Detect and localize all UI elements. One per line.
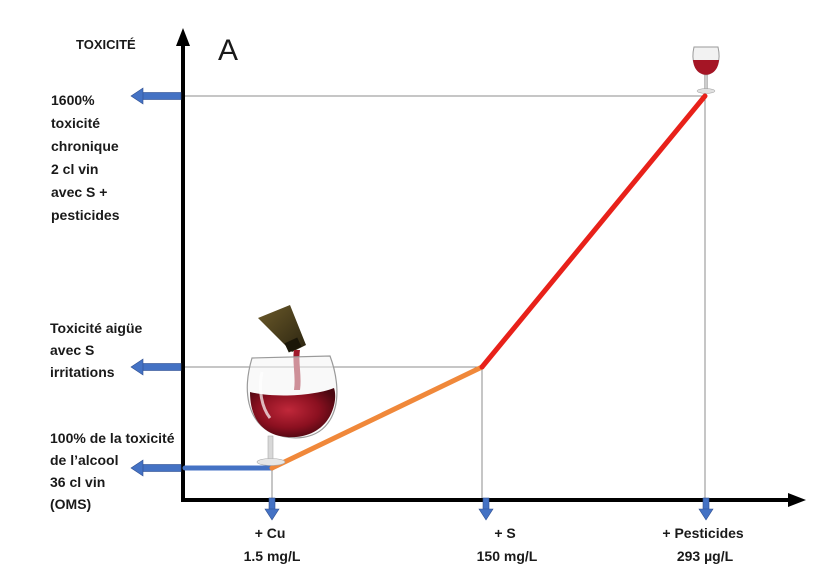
small-wine-glass-icon bbox=[692, 46, 720, 94]
axes bbox=[176, 28, 806, 507]
y-annotation-arrow bbox=[130, 87, 182, 105]
data-segment bbox=[269, 364, 485, 471]
x-tick-label-s: + S 150 mg/L bbox=[477, 525, 538, 564]
y-annotation-1600: 1600% toxicité chronique 2 cl vin avec S… bbox=[51, 92, 123, 223]
y-annotation-arrow-shaft bbox=[141, 363, 182, 371]
x-tick-arrow bbox=[264, 497, 280, 521]
y-annotation-arrow-head bbox=[130, 87, 144, 105]
x-tick-arrow-shaft bbox=[268, 497, 276, 511]
y-annotation-arrow-head bbox=[130, 358, 144, 376]
x-tick-arrow-head bbox=[478, 508, 494, 521]
x-tick-arrow bbox=[698, 497, 714, 521]
y-annotation-arrow bbox=[130, 358, 182, 376]
y-annotation-100: 100% de la toxicité de l’alcool 36 cl vi… bbox=[50, 430, 178, 512]
y-annotation-arrow-shaft bbox=[141, 92, 182, 100]
y-annotation-arrow bbox=[130, 459, 182, 477]
y-axis-arrowhead bbox=[176, 28, 190, 46]
y-annotation-arrow-head bbox=[130, 459, 144, 477]
wine-glass-icon bbox=[246, 355, 338, 466]
x-tick-arrow-shaft bbox=[702, 497, 710, 511]
data-segment bbox=[479, 93, 708, 370]
x-tick-label-cu: + Cu 1.5 mg/L bbox=[244, 525, 301, 564]
x-tick-label-pesticides: + Pesticides 293 µg/L bbox=[662, 525, 747, 564]
x-tick-arrow-shaft bbox=[482, 497, 490, 511]
y-axis-label: TOXICITÉ bbox=[76, 37, 136, 52]
y-annotation-arrow-shaft bbox=[141, 464, 182, 472]
x-tick-arrow-head bbox=[264, 508, 280, 521]
x-axis-arrowhead bbox=[788, 493, 806, 507]
y-annotation-aigue: Toxicité aigüe avec S irritations bbox=[50, 320, 146, 380]
x-tick-arrow bbox=[478, 497, 494, 521]
panel-label: A bbox=[218, 34, 238, 67]
x-tick-arrow-head bbox=[698, 508, 714, 521]
